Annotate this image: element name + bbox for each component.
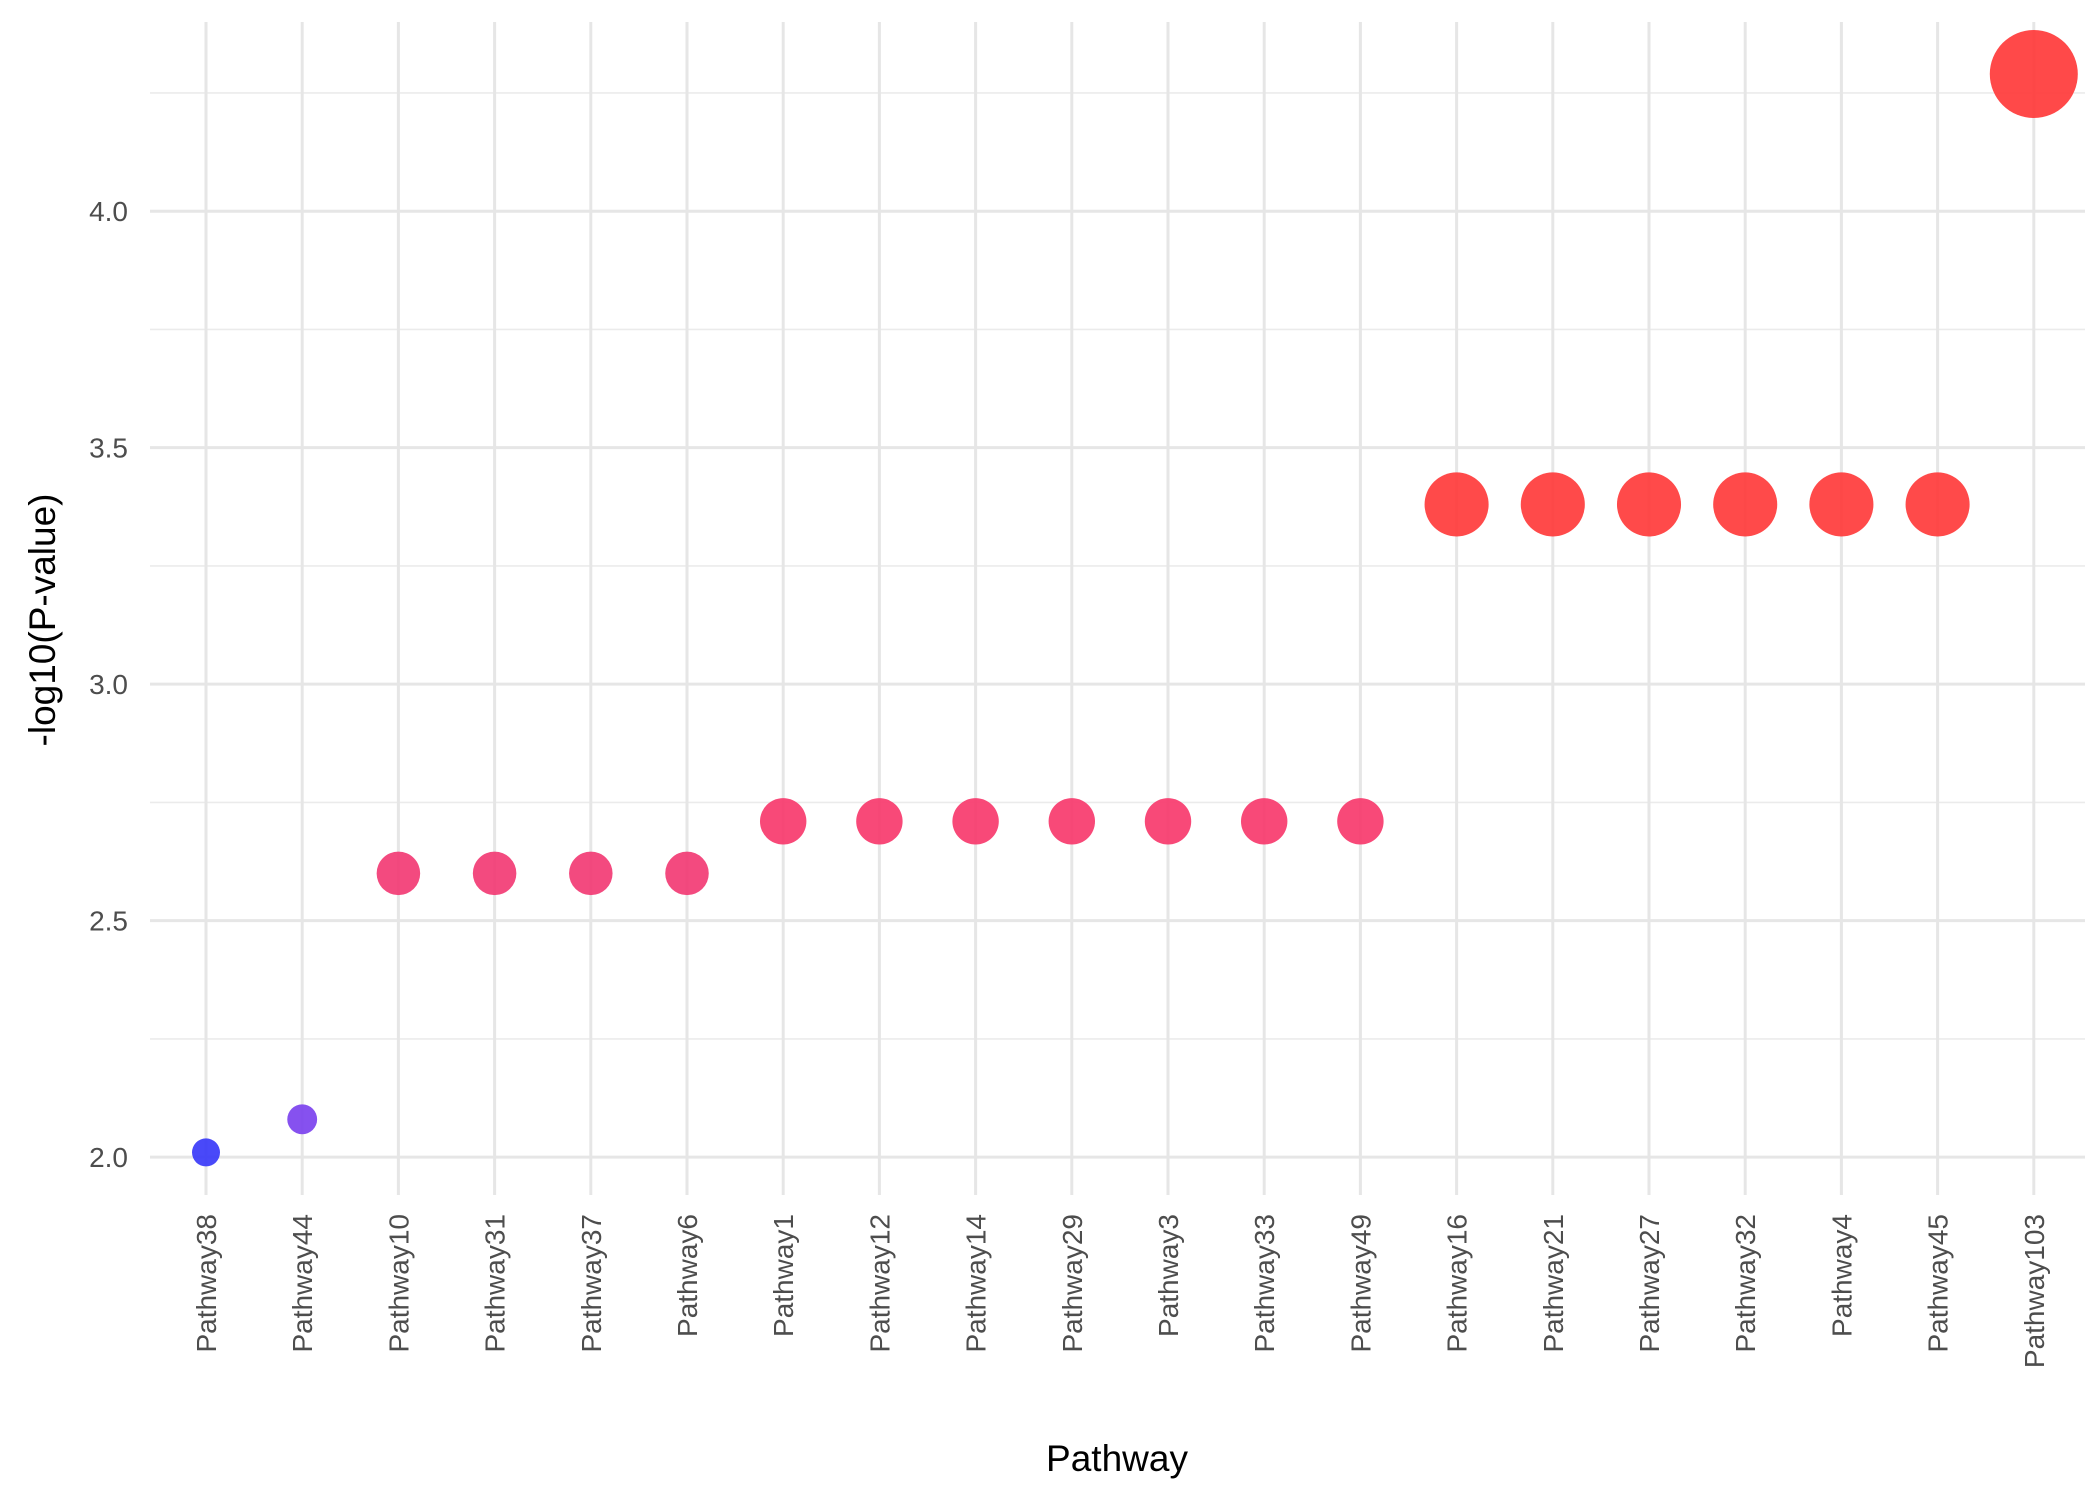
y-tick-label: 3.0	[89, 669, 128, 700]
y-tick-label: 2.0	[89, 1142, 128, 1173]
grid-lines	[150, 22, 2085, 1195]
data-point	[472, 851, 517, 896]
data-point	[1144, 798, 1192, 845]
y-tick-label: 2.5	[89, 906, 128, 937]
data-point	[759, 798, 807, 845]
x-tick-label: Pathway38	[191, 1214, 222, 1353]
x-tick-label: Pathway6	[672, 1214, 703, 1337]
data-point	[1520, 472, 1585, 537]
data-point	[1905, 472, 1970, 537]
data-point	[1809, 472, 1874, 537]
data-point	[192, 1138, 220, 1167]
x-tick-label: Pathway44	[287, 1214, 318, 1353]
data-point	[1989, 30, 2078, 119]
x-tick-label: Pathway4	[1826, 1214, 1857, 1337]
data-point	[287, 1104, 318, 1135]
x-tick-label: Pathway31	[480, 1214, 511, 1353]
data-point	[665, 851, 709, 896]
x-tick-label: Pathway29	[1057, 1214, 1088, 1353]
x-tick-label: Pathway12	[864, 1214, 895, 1353]
y-tick-label: 4.0	[89, 196, 128, 227]
data-point	[376, 851, 421, 896]
x-tick-label: Pathway33	[1249, 1214, 1280, 1353]
data-point	[1048, 798, 1096, 845]
x-tick-label: Pathway21	[1538, 1214, 1569, 1353]
x-tick-label: Pathway1	[768, 1214, 799, 1337]
x-tick-label: Pathway16	[1442, 1214, 1473, 1353]
x-tick-label: Pathway10	[383, 1214, 414, 1353]
data-point	[1424, 472, 1489, 537]
x-tick-label: Pathway14	[961, 1214, 992, 1353]
y-axis-title: -log10(P-value)	[22, 494, 63, 747]
x-axis-tick-labels: Pathway38 Pathway44 Pathway10 Pathway31 Path…	[191, 1214, 2050, 1368]
x-tick-label: Pathway103	[2019, 1214, 2050, 1368]
x-tick-label: Pathway32	[1730, 1214, 1761, 1353]
data-point	[952, 798, 999, 845]
y-axis-tick-labels: 2.0 2.5 3.0 3.5 4.0	[89, 196, 128, 1173]
y-tick-label: 3.5	[89, 433, 128, 464]
x-tick-label: Pathway37	[576, 1214, 607, 1353]
data-point	[1616, 472, 1682, 537]
data-point	[569, 851, 613, 896]
x-tick-label: Pathway45	[1923, 1214, 1954, 1353]
data-point	[1337, 798, 1384, 845]
data-point	[1713, 472, 1778, 537]
x-tick-label: Pathway3	[1153, 1214, 1184, 1337]
data-points	[192, 30, 2078, 1167]
data-point	[856, 798, 903, 845]
x-axis-title: Pathway	[1046, 1438, 1188, 1479]
x-tick-label: Pathway49	[1345, 1214, 1376, 1353]
x-tick-label: Pathway27	[1634, 1214, 1665, 1353]
data-point	[1240, 798, 1288, 845]
